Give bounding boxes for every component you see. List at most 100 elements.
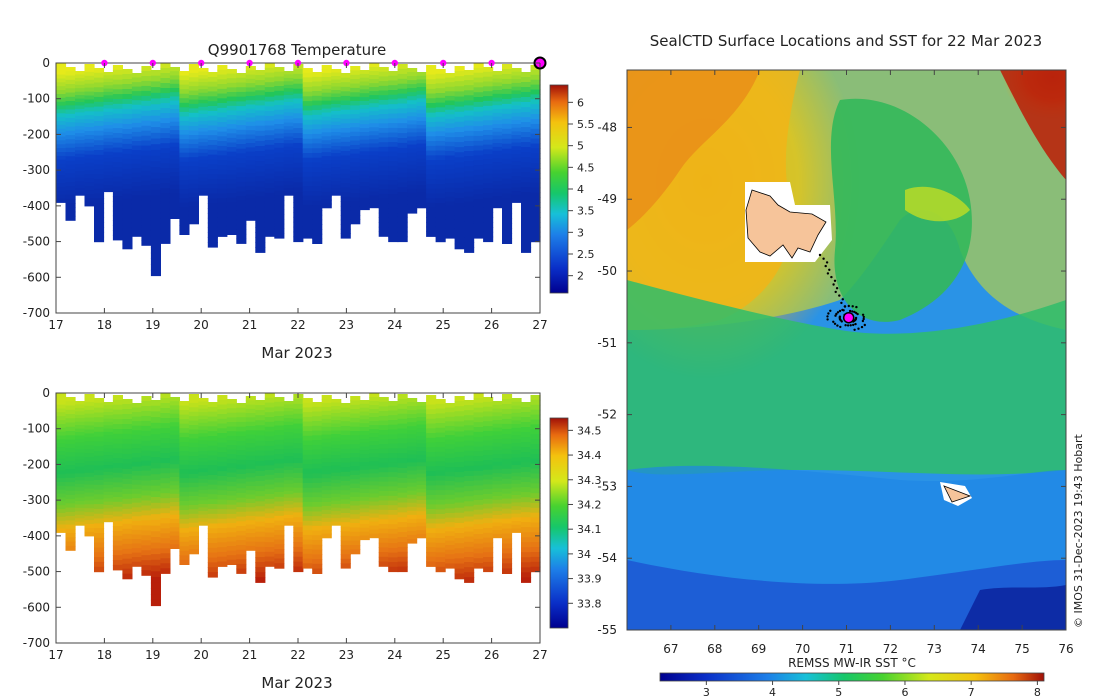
profile-cell [426,395,437,401]
profile-cell [350,70,361,76]
profile-cell [65,92,76,98]
profile-cell [502,113,513,120]
profile-cell [122,493,133,500]
profile-cell [454,218,465,224]
profile-cell [84,166,95,171]
profile-cell [131,439,142,445]
profile-cell [264,426,275,433]
profile-cell [236,101,247,107]
profile-cell [350,439,361,445]
profile-cell [483,105,494,112]
profile-cell [369,95,380,100]
profile-cell [283,407,294,412]
profile-cell [464,135,475,142]
profile-cell [188,112,199,118]
profile-cell [274,190,285,196]
profile-cell [464,80,475,86]
profile-cell [188,398,199,404]
profile-cell [160,78,171,84]
profile-cell [473,412,484,418]
profile-column [56,393,67,533]
profile-cell [141,180,152,187]
profile-cell [264,532,275,538]
profile-cell [150,110,161,117]
profile-cell [388,467,399,473]
profile-cell [169,163,180,169]
profile-cell [245,211,256,217]
profile-cell [75,480,86,485]
profile-cell [150,468,161,475]
profile-cell [483,489,494,495]
profile-cell [75,476,86,481]
profile-cell [388,519,399,525]
profile-cell [407,494,418,500]
profile-cell [255,465,266,472]
profile-cell [492,416,503,421]
profile-cell [169,397,180,402]
profile-cell [388,566,399,573]
profile-cell [492,200,503,205]
profile-cell [416,402,427,407]
profile-cell [454,558,465,565]
profile-cell [264,470,275,476]
profile-cell [426,74,437,80]
profile-cell [56,121,67,126]
profile-cell [521,242,532,248]
profile-cell [255,496,266,502]
profile-cell [530,395,541,401]
profile-cell [226,467,237,474]
sst-colorbar-tick-label: 4 [769,686,776,699]
profile-cell [502,74,513,80]
profile-cell [331,170,342,175]
profile-cell [464,506,475,512]
profile-cell [521,157,532,163]
profile-cell [217,221,228,228]
profile-cell [492,78,503,83]
profile-cell [188,86,199,92]
profile-cell [369,171,380,177]
profile-cell [160,88,171,94]
profile-cell [416,518,427,524]
profile-cell [198,472,209,477]
profile-cell [188,536,199,541]
profile-cell [160,123,171,129]
profile-cell [188,407,199,413]
profile-cell [483,76,494,83]
profile-cell [226,463,237,469]
profile-cell [340,467,351,473]
profile-cell [94,106,105,112]
profile-column [150,400,161,607]
profile-cell [331,167,342,172]
profile-cell [103,82,114,86]
profile-cell [112,492,123,498]
profile-cell [435,208,446,214]
profile-cell [293,78,304,85]
profile-cell [369,497,380,503]
profile-cell [378,406,389,412]
profile-cell [150,258,161,265]
profile-cell [75,442,86,447]
profile-cell [150,479,161,487]
profile-cell [473,106,484,113]
profile-cell [321,72,332,78]
sst-colorbar-tick-label: 3 [703,686,710,699]
profile-cell [359,77,370,83]
profile-cell [236,162,247,169]
profile-cell [169,418,180,423]
profile-cell [283,140,294,144]
profile-cell [340,453,351,459]
profile-cell [359,442,370,448]
profile-cell [340,160,351,166]
profile-cell [293,103,304,109]
profile-cell [169,481,180,486]
profile-cell [293,556,304,563]
profile-cell [378,556,389,563]
profile-cell [169,502,180,507]
profile-cell [331,90,342,95]
profile-cell [122,158,133,165]
profile-cell [131,163,142,169]
profile-cell [464,191,475,198]
profile-cell [378,132,389,139]
profile-cell [397,487,408,494]
profile-cell [122,404,133,410]
